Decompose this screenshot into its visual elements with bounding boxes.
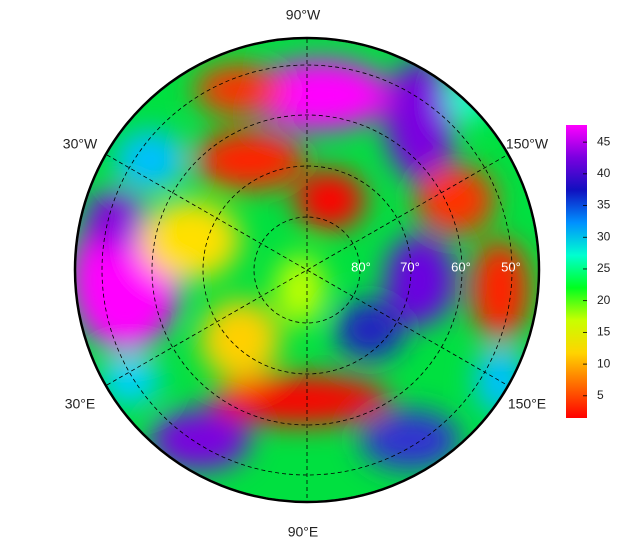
colorbar-tick-label: 30 <box>597 229 611 243</box>
lat-label: 60° <box>451 259 471 274</box>
lat-label: 50° <box>501 259 521 274</box>
colorbar-tick-label: 10 <box>597 356 611 370</box>
lon-label: 30°W <box>63 136 98 152</box>
lon-label: 90°E <box>288 524 319 540</box>
colorbar <box>566 125 587 418</box>
lat-label: 70° <box>400 259 420 274</box>
colorbar-tick-label: 25 <box>597 261 611 275</box>
lon-label: 90°W <box>286 7 321 23</box>
lat-label: 80° <box>351 259 371 274</box>
colorbar-tick-label: 45 <box>597 134 611 148</box>
lon-label: 30°E <box>65 396 96 412</box>
colorbar-tick-label: 40 <box>597 166 611 180</box>
lon-label: 150°E <box>508 396 546 412</box>
map-field <box>76 39 538 501</box>
lon-label: 150°W <box>506 136 549 152</box>
colorbar-tick-label: 15 <box>597 325 611 339</box>
colorbar-tick-label: 35 <box>597 198 611 212</box>
colorbar-tick-label: 20 <box>597 293 611 307</box>
graticule <box>101 39 513 501</box>
map-border <box>73 36 541 504</box>
colorbar-tick-label: 5 <box>597 388 604 402</box>
